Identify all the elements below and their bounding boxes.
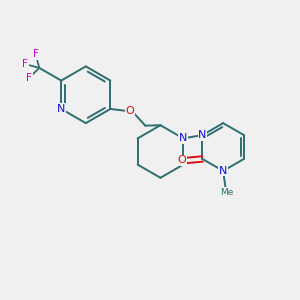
Text: Me: Me bbox=[220, 188, 234, 197]
Text: O: O bbox=[178, 155, 187, 166]
Text: N: N bbox=[219, 166, 227, 176]
Text: O: O bbox=[125, 106, 134, 116]
Text: F: F bbox=[33, 49, 38, 59]
Text: N: N bbox=[198, 130, 207, 140]
Text: F: F bbox=[26, 73, 32, 83]
Text: N: N bbox=[57, 104, 65, 114]
Text: N: N bbox=[179, 134, 188, 143]
Text: F: F bbox=[22, 59, 28, 69]
